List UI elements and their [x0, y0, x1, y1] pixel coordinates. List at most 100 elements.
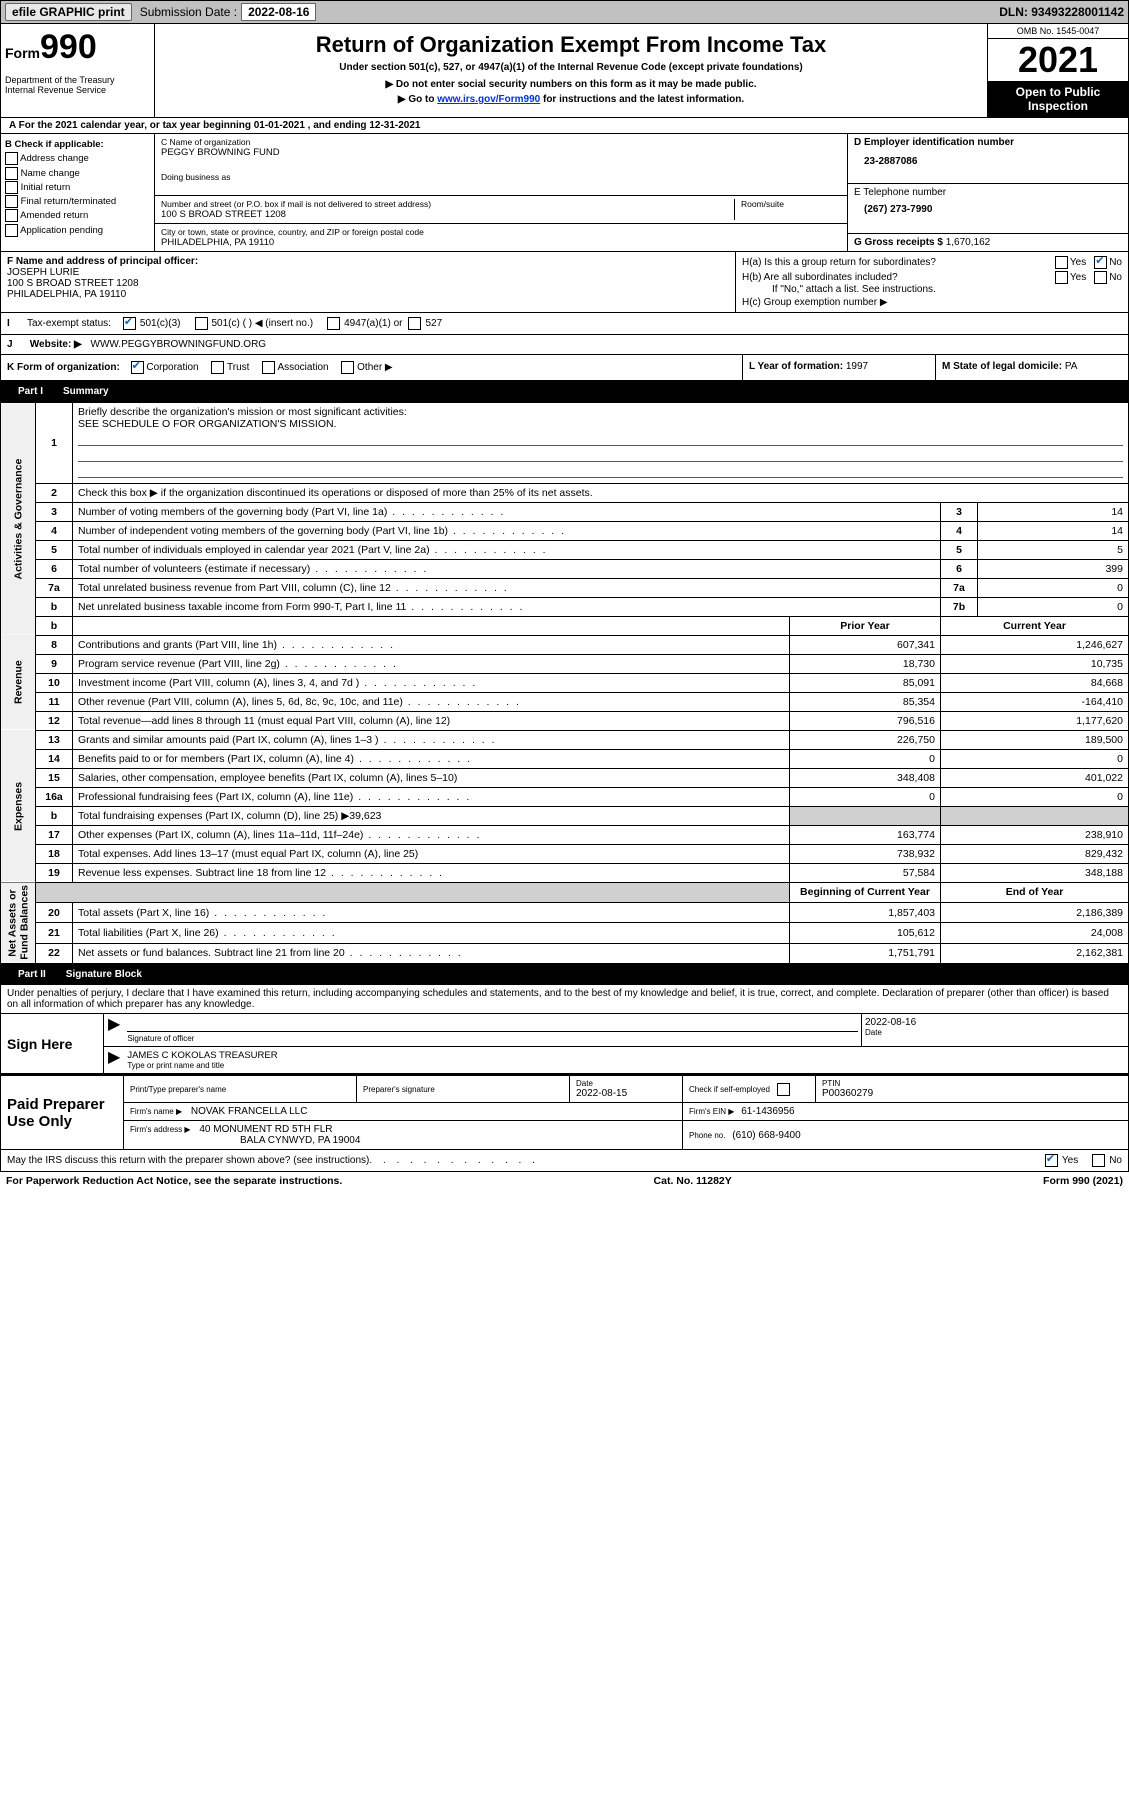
chk-application-pending[interactable]: Application pending: [5, 224, 150, 238]
chk-initial-return[interactable]: Initial return: [5, 181, 150, 195]
form-header: Form990 Department of the Treasury Inter…: [0, 24, 1129, 118]
row-fh: F Name and address of principal officer:…: [0, 252, 1129, 313]
chk-trust[interactable]: [211, 361, 224, 374]
chk-527[interactable]: [408, 317, 421, 330]
r13-text: Grants and similar amounts paid (Part IX…: [78, 734, 379, 746]
row-13: Expenses 13 Grants and similar amounts p…: [1, 730, 1129, 749]
r7b-box: 7b: [941, 597, 978, 616]
chk-name-change[interactable]: Name change: [5, 167, 150, 181]
r17-num: 17: [36, 825, 73, 844]
sub-line-3: ▶ Go to www.irs.gov/Form990 for instruct…: [161, 94, 981, 105]
chk-4947[interactable]: [327, 317, 340, 330]
opt-501c: 501(c) ( ) ◀ (insert no.): [212, 318, 314, 329]
phone-cell: E Telephone number (267) 273-7990: [848, 184, 1128, 234]
r12-cy: 1,177,620: [941, 711, 1129, 730]
r12-text: Total revenue—add lines 8 through 11 (mu…: [78, 715, 450, 727]
subdate-label: Submission Date :: [140, 5, 237, 19]
firm-addr1: 40 MONUMENT RD 5TH FLR: [199, 1124, 332, 1135]
r17-text: Other expenses (Part IX, column (A), lin…: [78, 829, 363, 841]
r8-text: Contributions and grants (Part VIII, lin…: [78, 639, 277, 651]
opt-4947: 4947(a)(1) or: [344, 318, 402, 329]
row-12: 12 Total revenue—add lines 8 through 11 …: [1, 711, 1129, 730]
r18-text: Total expenses. Add lines 13–17 (must eq…: [78, 848, 418, 860]
officer-name: JOSEPH LURIE: [7, 267, 729, 278]
discuss-yes-lbl: Yes: [1062, 1155, 1078, 1166]
state-domicile-value: PA: [1065, 361, 1078, 372]
subdate-value: 2022-08-16: [241, 3, 316, 21]
side-netassets: Net Assets or Fund Balances: [1, 882, 36, 964]
hb-yes[interactable]: [1055, 271, 1068, 284]
firm-ein: 61-1436956: [741, 1106, 794, 1117]
r22-py: 1,751,791: [790, 943, 941, 963]
r6-num: 6: [36, 559, 73, 578]
r19-py: 57,584: [790, 863, 941, 882]
side-revenue: Revenue: [1, 635, 36, 730]
beg-year-hdr: Beginning of Current Year: [790, 882, 941, 902]
r9-text: Program service revenue (Part VIII, line…: [78, 658, 280, 670]
r16b-py: [790, 806, 941, 825]
discuss-text: May the IRS discuss this return with the…: [7, 1155, 369, 1166]
discuss-no-lbl: No: [1109, 1155, 1122, 1166]
form-org-label: K Form of organization:: [7, 362, 120, 373]
part-ii-label: Part II: [8, 967, 56, 982]
chk-self-employed[interactable]: [777, 1083, 790, 1096]
q1-answer: SEE SCHEDULE O FOR ORGANIZATION'S MISSIO…: [78, 418, 337, 430]
discuss-yes[interactable]: [1045, 1154, 1058, 1167]
website-label: Website: ▶: [30, 339, 82, 350]
col-b-header: B Check if applicable:: [5, 138, 150, 152]
r16a-py: 0: [790, 787, 941, 806]
website-value: WWW.PEGGYBROWNINGFUND.ORG: [91, 339, 267, 350]
sig-officer-label: Signature of officer: [127, 1034, 858, 1043]
open-line2: Inspection: [992, 99, 1124, 113]
chk-501c3[interactable]: [123, 317, 136, 330]
side-expenses: Expenses: [1, 730, 36, 882]
irs-link[interactable]: www.irs.gov/Form990: [437, 94, 540, 105]
gross-cell: G Gross receipts $ 1,670,162: [848, 234, 1128, 251]
r10-py: 85,091: [790, 673, 941, 692]
efile-btn[interactable]: efile GRAPHIC print: [5, 3, 132, 21]
side-activities: Activities & Governance: [1, 403, 36, 636]
opt-corp: Corporation: [146, 362, 198, 373]
sub-line-1: Under section 501(c), 527, or 4947(a)(1)…: [161, 62, 981, 73]
ha-no[interactable]: [1094, 256, 1107, 269]
chk-address-change[interactable]: Address change: [5, 152, 150, 166]
row-11: 11 Other revenue (Part VIII, column (A),…: [1, 692, 1129, 711]
r4-val: 14: [978, 521, 1129, 540]
row-16b: b Total fundraising expenses (Part IX, c…: [1, 806, 1129, 825]
r7a-val: 0: [978, 578, 1129, 597]
sub-line-2: ▶ Do not enter social security numbers o…: [161, 79, 981, 90]
tax-exempt-label: Tax-exempt status:: [27, 318, 111, 329]
chk-501c[interactable]: [195, 317, 208, 330]
omb-number: OMB No. 1545-0047: [988, 24, 1128, 39]
addr-value: 100 S BROAD STREET 1208: [161, 209, 728, 220]
form-number: 990: [40, 28, 97, 66]
r12-py: 796,516: [790, 711, 941, 730]
r18-num: 18: [36, 844, 73, 863]
sig-date-label: Date: [865, 1028, 1125, 1037]
chk-amended-return[interactable]: Amended return: [5, 209, 150, 223]
row-17: 17 Other expenses (Part IX, column (A), …: [1, 825, 1129, 844]
chk-association[interactable]: [262, 361, 275, 374]
prep-date: 2022-08-15: [576, 1088, 676, 1099]
row-15: 15 Salaries, other compensation, employe…: [1, 768, 1129, 787]
chk-corporation[interactable]: [131, 361, 144, 374]
phone-label: E Telephone number: [854, 187, 1122, 198]
chk-final-return[interactable]: Final return/terminated: [5, 195, 150, 209]
row-14: 14 Benefits paid to or for members (Part…: [1, 749, 1129, 768]
r5-val: 5: [978, 540, 1129, 559]
part-ii-title: Signature Block: [66, 969, 142, 980]
sub3-post: for instructions and the latest informat…: [540, 94, 744, 105]
prep-sig-label: Preparer's signature: [363, 1085, 563, 1094]
ha-yes[interactable]: [1055, 256, 1068, 269]
r20-text: Total assets (Part X, line 16): [78, 907, 209, 919]
discuss-no[interactable]: [1092, 1154, 1105, 1167]
r5-box: 5: [941, 540, 978, 559]
ha-no-lbl: No: [1109, 257, 1122, 268]
hb-no[interactable]: [1094, 271, 1107, 284]
col-c: C Name of organization PEGGY BROWNING FU…: [155, 134, 847, 251]
chk-other[interactable]: [341, 361, 354, 374]
row-i: I Tax-exempt status: 501(c)(3) 501(c) ( …: [0, 313, 1129, 335]
main-title: Return of Organization Exempt From Incom…: [161, 32, 981, 58]
r7b-text: Net unrelated business taxable income fr…: [78, 601, 406, 613]
dept-treasury: Department of the Treasury Internal Reve…: [5, 75, 150, 95]
